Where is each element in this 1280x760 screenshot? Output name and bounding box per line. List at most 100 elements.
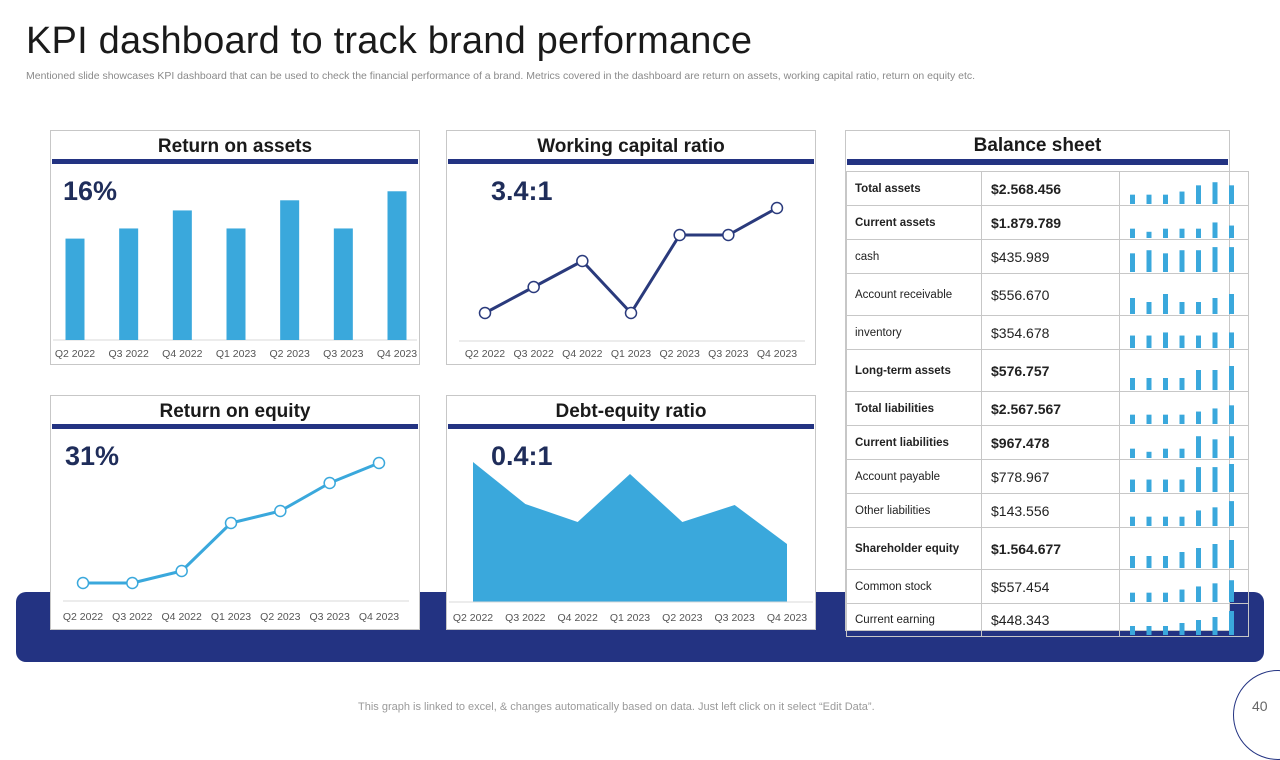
sparkline-bar [1196,547,1201,568]
data-point [527,280,540,294]
x-tick-label: Q4 2022 [562,348,602,360]
x-tick-label: Q4 2022 [558,612,598,624]
sparkline-bar [1229,435,1234,458]
sparkline-bar [1130,377,1135,390]
row-sparkline [1119,205,1249,240]
data-point [722,228,735,242]
sparkline-bar [1179,335,1185,348]
sparkline-chart [1130,500,1234,526]
sparkline-bar [1179,414,1185,424]
row-label: Account payable [846,459,982,494]
row-label: Other liabilities [846,493,982,528]
row-value: $556.670 [981,273,1120,316]
sparkline-bar [1130,252,1135,272]
row-sparkline [1119,239,1249,274]
sparkline-chart [1130,246,1234,272]
x-tick-label: Q3 2023 [708,348,748,360]
balance-sheet-row: Account receivable $556.670 [846,273,1249,316]
sparkline-bar [1130,516,1135,526]
row-sparkline [1119,527,1249,570]
row-sparkline [1119,493,1249,528]
panel-title: Return on assets [157,136,313,157]
x-tick-label: Q2 2022 [55,348,95,360]
bar [65,238,85,340]
data-point [478,306,492,320]
area-series [473,462,787,602]
x-tick-label: Q2 2022 [465,348,505,360]
sparkline-bar [1179,589,1185,602]
page-title: KPI dashboard to track brand performance [26,20,753,62]
sparkline-bar [1196,369,1201,390]
sparkline-bar [1196,335,1201,348]
return-on-assets-panel: Return on assets 16% Q2 2022 Q3 2022 Q4 20… [50,130,420,365]
sparkline-chart [1130,463,1234,492]
panel-title-rule [448,159,814,164]
working-capital-ratio-panel: Working capital ratio 3.4:1 Q2 2022 Q3 20… [446,130,816,365]
sparkline-bar [1196,249,1201,272]
balance-sheet-row: Total liabilities $2.567.567 [846,391,1249,426]
row-value: $967.478 [981,425,1120,460]
sparkline-bar [1146,377,1152,390]
sparkline-bar [1229,579,1234,602]
x-tick-label: Q4 2023 [377,348,417,360]
x-tick-label: Q2 2023 [660,348,700,360]
row-value: $778.967 [981,459,1120,494]
kpi-value: 31% [65,441,120,471]
x-tick-label: Q3 2023 [310,611,350,623]
sparkline-bar [1229,293,1234,314]
bar [387,191,407,340]
sparkline-bar [1196,228,1201,238]
sparkline-bar [1130,592,1135,602]
sparkline-bar [1146,231,1152,238]
x-tick-label: Q1 2023 [216,348,256,360]
return-on-assets-chart: Q2 2022 Q3 2022 Q4 2022 Q1 2023 Q2 2023 Q3 20… [53,191,417,360]
row-value: $1.879.789 [981,205,1120,240]
panel-title-rule [847,159,1228,165]
sparkline-bar [1163,414,1168,424]
row-sparkline [1119,459,1249,494]
row-label: Account receivable [846,273,982,316]
x-tick-label: Q4 2023 [359,611,399,623]
x-tick-label: Q4 2023 [767,612,807,624]
sparkline-chart [1130,181,1234,204]
sparkline-bar [1130,414,1135,424]
sparkline-bar [1130,228,1135,238]
sparkline-bar [1146,479,1152,492]
sparkline-bar [1179,551,1185,568]
row-value: $435.989 [981,239,1120,274]
balance-sheet-row: Other liabilities $143.556 [846,493,1249,528]
panel-title-rule [52,424,418,429]
balance-sheet-row: Total assets $2.568.456 [846,171,1249,206]
sparkline-bar [1212,181,1218,204]
balance-sheet-panel: Balance sheet Total assets $2.568.456 Curr… [845,130,1249,637]
sparkline-bar [1212,466,1218,492]
sparkline-bar [1163,252,1168,272]
row-sparkline [1119,425,1249,460]
data-point [770,201,784,215]
sparkline-bar [1130,297,1135,314]
sparkline-bar [1130,194,1135,204]
row-label: inventory [846,315,982,350]
sparkline-bar [1179,516,1185,526]
x-tick-label: Q3 2022 [505,612,545,624]
sparkline-bar [1163,331,1168,348]
sparkline-bar [1146,555,1152,568]
sparkline-bar [1212,221,1218,238]
sparkline-bar [1212,582,1218,602]
balance-sheet-row: Account payable $778.967 [846,459,1249,494]
x-tick-label: Q2 2022 [453,612,493,624]
return-on-equity-chart: Q2 2022 Q3 2022 Q4 2022 Q1 2023 Q2 2023 Q3 20… [63,456,409,623]
sparkline-bar [1179,479,1185,492]
panel-title: Debt-equity ratio [555,401,707,422]
row-value: $576.757 [981,349,1120,392]
balance-sheet-row: Shareholder equity $1.564.677 [846,527,1249,570]
sparkline-bar [1196,435,1201,458]
balance-sheet-row: inventory $354.678 [846,315,1249,350]
sparkline-bar [1163,194,1168,204]
sparkline-bar [1229,610,1234,635]
sparkline-bar [1212,438,1218,458]
x-tick-label: Q1 2023 [211,611,251,623]
row-value: $354.678 [981,315,1120,350]
sparkline-bar [1130,479,1135,492]
sparkline-chart [1130,365,1234,390]
